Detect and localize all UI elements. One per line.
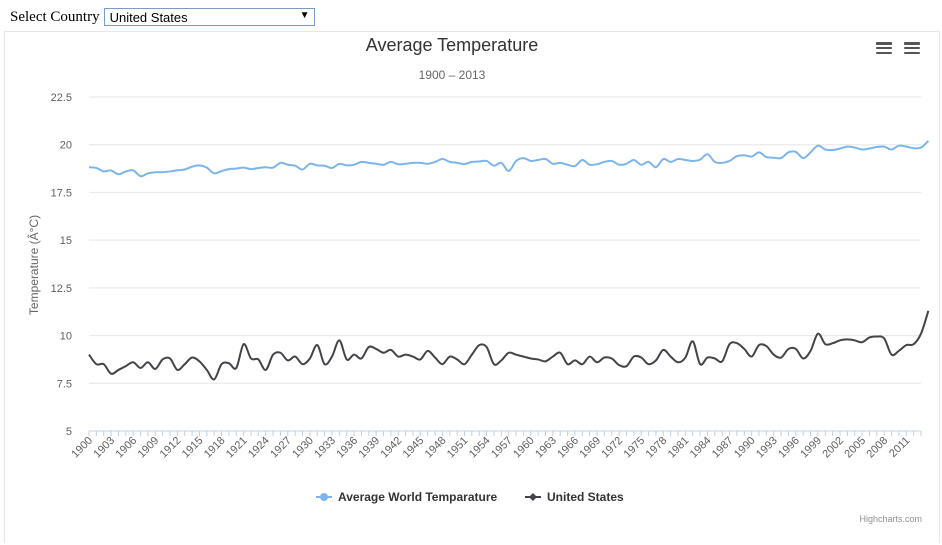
x-tick-label: 1909	[136, 435, 162, 461]
x-tick-label: 2008	[865, 435, 891, 461]
x-tick-label: 1921	[224, 435, 250, 461]
x-tick-label: 1969	[577, 435, 603, 461]
x-tick-label: 1948	[423, 435, 449, 461]
y-tick-label: 7.5	[57, 378, 72, 390]
x-tick-label: 1990	[732, 435, 758, 461]
chart-credits[interactable]: Highcharts.com	[859, 514, 922, 524]
x-tick-label: 2005	[842, 435, 868, 461]
series-line-world[interactable]	[88, 140, 930, 178]
x-tick-label: 1978	[644, 435, 670, 461]
y-tick-label: 5	[66, 426, 72, 438]
x-tick-label: 1963	[533, 435, 559, 461]
x-tick-label: 1906	[113, 435, 139, 461]
y-tick-label: 10	[60, 331, 72, 343]
y-tick-label: 22.5	[51, 92, 72, 104]
x-tick-label: 2011	[887, 435, 912, 460]
x-tick-label: 1930	[290, 435, 316, 461]
chart-subtitle: 1900 – 2013	[419, 68, 486, 82]
x-tick-label: 1984	[688, 435, 714, 461]
x-tick-label: 1912	[158, 435, 184, 461]
x-tick-label: 1975	[622, 435, 648, 461]
country-select-value: United States	[109, 10, 188, 25]
x-tick-label: 1987	[710, 435, 736, 461]
x-tick-label: 1933	[312, 435, 338, 461]
x-tick-label: 1936	[334, 435, 360, 461]
x-tick-label: 1960	[511, 435, 537, 461]
x-tick-label: 2002	[820, 435, 846, 461]
country-selector: Select Country United States ▼	[10, 7, 315, 27]
legend-item-label[interactable]: Average World Temparature	[338, 490, 497, 504]
x-tick-label: 1903	[91, 435, 117, 461]
x-tick-label: 1972	[599, 435, 625, 461]
y-tick-label: 12.5	[51, 283, 72, 295]
x-tick-label: 1996	[776, 435, 802, 461]
x-tick-label: 1966	[555, 435, 581, 461]
y-tick-label: 20	[60, 140, 72, 152]
dropdown-arrow-icon: ▼	[299, 10, 310, 21]
x-tick-label: 1957	[489, 435, 515, 461]
country-label: Select Country	[10, 8, 100, 25]
legend-marker-diamond[interactable]	[529, 493, 537, 501]
legend-item-label[interactable]: United States	[547, 490, 624, 504]
x-tick-label: 1945	[401, 435, 427, 461]
x-tick-label: 1954	[467, 435, 493, 461]
x-tick-label: 1939	[356, 435, 382, 461]
x-tick-label: 1951	[445, 435, 471, 461]
x-tick-label: 1981	[666, 435, 692, 461]
chart-container	[4, 31, 940, 543]
series-line-country[interactable]	[88, 310, 930, 381]
x-tick-label: 1900	[69, 435, 95, 461]
legend-marker-circle[interactable]	[320, 493, 328, 501]
country-select[interactable]: United States ▼	[103, 8, 315, 26]
y-axis-label: Temperature (Â°C)	[26, 215, 41, 315]
y-tick-label: 17.5	[51, 187, 72, 199]
x-tick-label: 1927	[268, 435, 294, 461]
x-tick-label: 1924	[246, 435, 272, 461]
x-tick-label: 1918	[202, 435, 228, 461]
chart-title: Average Temperature	[366, 35, 538, 55]
x-tick-label: 1942	[379, 435, 405, 461]
x-tick-label: 1993	[754, 435, 780, 461]
hamburger-menu-icon[interactable]	[876, 42, 892, 55]
x-tick-label: 1915	[180, 435, 206, 461]
y-tick-label: 15	[60, 235, 72, 247]
x-tick-label: 1999	[798, 435, 824, 461]
hamburger-menu-icon[interactable]	[904, 42, 920, 55]
